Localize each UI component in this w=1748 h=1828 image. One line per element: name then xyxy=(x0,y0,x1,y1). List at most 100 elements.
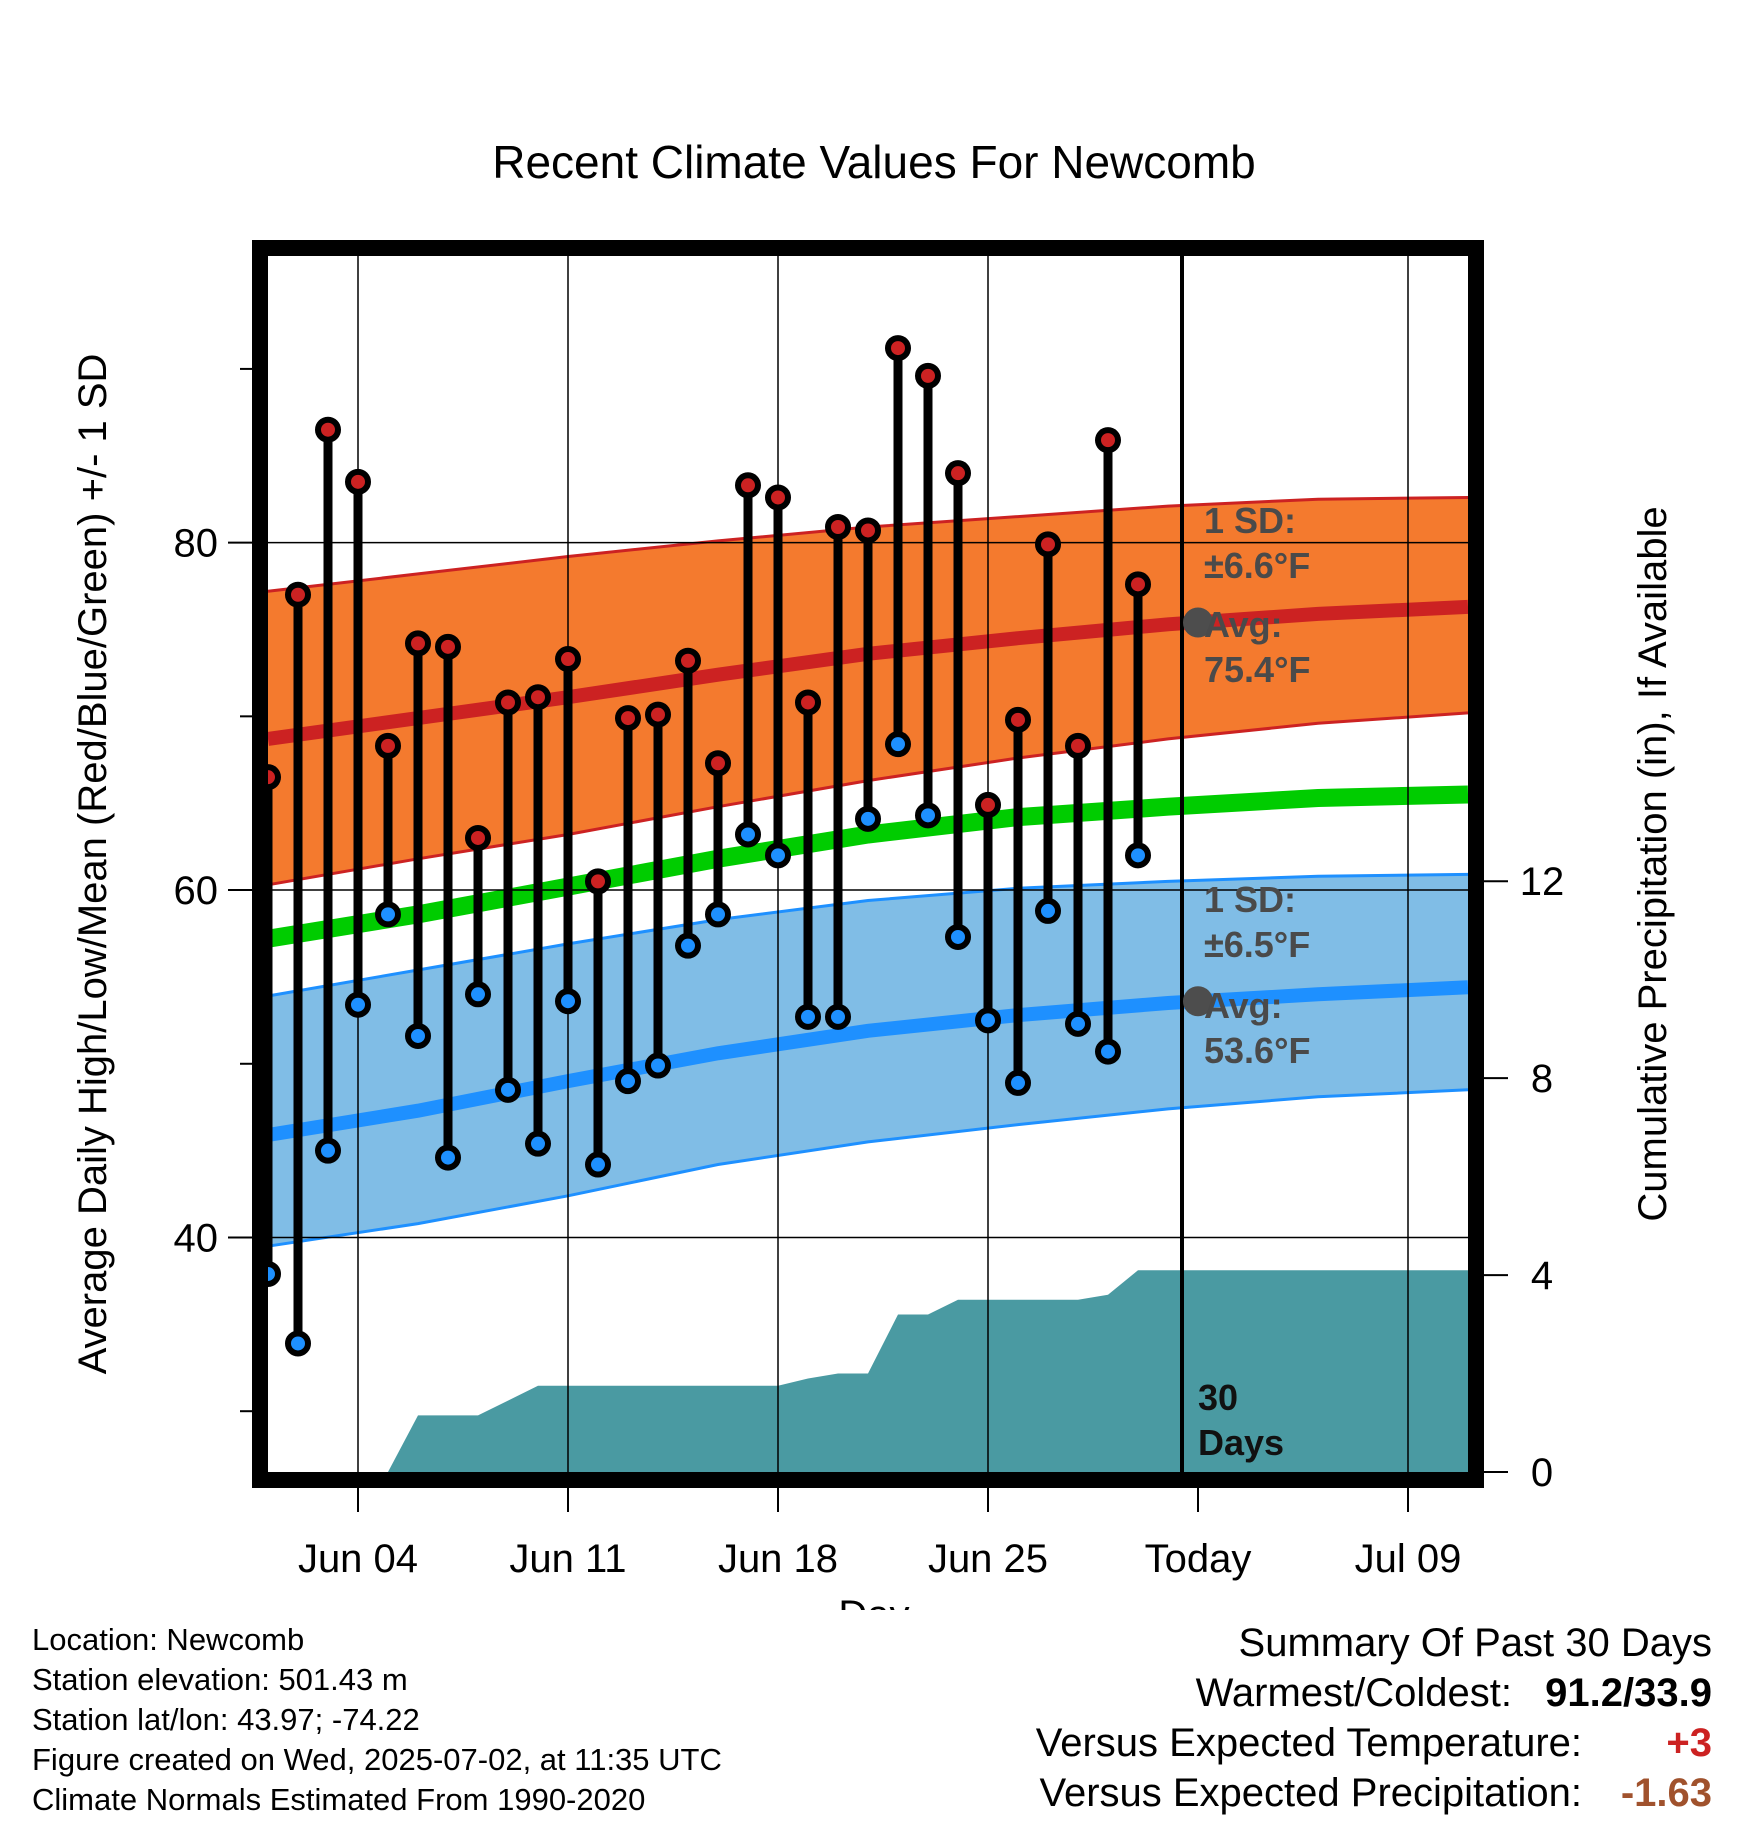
daily-high-point xyxy=(435,633,461,660)
daily-low-point xyxy=(375,901,401,928)
daily-low-point xyxy=(645,1052,671,1079)
summary-title: Summary Of Past 30 Days xyxy=(1238,1621,1712,1665)
low-band-lower-edge xyxy=(267,1088,1469,1248)
daily-low-point xyxy=(765,842,791,869)
temp-label: Versus Expected Temperature: xyxy=(1035,1721,1582,1765)
x-tick-label: Jun 25 xyxy=(928,1537,1048,1581)
daily-high-point xyxy=(1035,531,1061,558)
daily-high-point xyxy=(525,684,551,711)
daily-low-point xyxy=(1125,842,1151,869)
summary-warm-cold-row: Warmest/Coldest: 91.2/33.9 xyxy=(1036,1668,1712,1718)
annotations: 1 SD: ±6.6°F Avg: 75.4°F 1 SD: ±6.5°F Av… xyxy=(1198,500,1310,1463)
plot-frame xyxy=(252,240,1484,1488)
daily-high-point xyxy=(735,472,761,499)
days-label-text: Days xyxy=(1198,1422,1284,1463)
high-sd-label: 1 SD: xyxy=(1204,500,1296,541)
daily-high-point xyxy=(345,468,371,495)
daily-high-point xyxy=(315,416,341,443)
daily-low-point xyxy=(435,1144,461,1171)
low-sd-label: 1 SD: xyxy=(1204,879,1296,920)
climate-chart: Recent Climate Values For Newcomb 1 SD: … xyxy=(71,136,1675,1610)
daily-low-point xyxy=(615,1068,641,1095)
daily-high-point xyxy=(825,513,851,540)
daily-high-point xyxy=(375,732,401,759)
warm-cold-label: Warmest/Coldest: xyxy=(1195,1671,1512,1715)
daily-high-point xyxy=(555,646,581,673)
daily-low-point xyxy=(405,1022,431,1049)
daily-low-point xyxy=(1095,1038,1121,1065)
daily-low-point xyxy=(885,731,911,758)
daily-low-point xyxy=(1065,1010,1091,1037)
daily-low-point xyxy=(975,1007,1001,1034)
daily-low-point xyxy=(315,1137,341,1164)
daily-low-point xyxy=(825,1003,851,1030)
daily-low-point xyxy=(585,1151,611,1178)
daily-high-point xyxy=(885,335,911,362)
high-average-marker xyxy=(1183,607,1213,638)
daily-high-point xyxy=(915,362,941,389)
days-label-number: 30 xyxy=(1198,1377,1238,1418)
daily-high-point xyxy=(1065,732,1091,759)
temp-value: +3 xyxy=(1666,1721,1712,1765)
low-average-marker xyxy=(1183,986,1213,1017)
chart-title: Recent Climate Values For Newcomb xyxy=(492,136,1256,188)
axes: Jun 04 Jun 11 Jun 18 Jun 25 Today Jul 0940608… xyxy=(174,367,1564,1581)
y-axis-label: Average Daily High/Low/Mean (Red/Blue/Gr… xyxy=(71,354,115,1375)
daily-high-point xyxy=(465,824,491,851)
daily-high-point xyxy=(1005,706,1031,733)
low-avg-value: 53.6°F xyxy=(1204,1030,1310,1071)
daily-low-point xyxy=(1005,1069,1031,1096)
warm-cold-value: 91.2/33.9 xyxy=(1545,1671,1712,1715)
daily-high-point xyxy=(675,647,701,674)
daily-high-point xyxy=(615,705,641,732)
x-tick-label: Jun 18 xyxy=(718,1537,838,1581)
x-tick-label: Today xyxy=(1145,1537,1252,1581)
y-tick-label: 60 xyxy=(174,869,219,913)
daily-low-point xyxy=(915,802,941,829)
y2-tick-label: 0 xyxy=(1531,1451,1553,1495)
summary-panel: Summary Of Past 30 Days Warmest/Coldest:… xyxy=(1036,1618,1712,1818)
low-average-line xyxy=(266,980,1469,1142)
location-text: Location: Newcomb xyxy=(32,1622,305,1657)
daily-high-point xyxy=(705,750,731,777)
x-tick-label: Jul 09 xyxy=(1355,1537,1462,1581)
daily-low-point xyxy=(345,991,371,1018)
x-tick-label: Jun 11 xyxy=(509,1537,626,1581)
daily-high-point xyxy=(645,701,671,728)
high-avg-label: Avg: xyxy=(1204,604,1283,645)
daily-high-point xyxy=(585,868,611,895)
daily-low-point xyxy=(705,901,731,928)
precip-label: Versus Expected Precipitation: xyxy=(1039,1771,1582,1815)
x-axis-label: Day xyxy=(838,1593,909,1610)
y-tick-label: 40 xyxy=(174,1216,219,1260)
daily-high-point xyxy=(405,630,431,657)
summary-precip-row: Versus Expected Precipitation: -1.63 xyxy=(1036,1768,1712,1818)
low-band-upper-edge xyxy=(267,872,1469,998)
high-sd-value: ±6.6°F xyxy=(1204,545,1310,586)
low-avg-label: Avg: xyxy=(1204,985,1283,1026)
daily-high-point xyxy=(945,460,971,487)
daily-low-point xyxy=(735,821,761,848)
daily-low-point xyxy=(495,1076,521,1103)
daily-low-point xyxy=(675,932,701,959)
mean-average-line xyxy=(266,785,1469,948)
normals-text: Climate Normals Estimated From 1990-2020 xyxy=(32,1782,646,1817)
daily-low-point xyxy=(1035,897,1061,924)
elevation-text: Station elevation: 501.43 m xyxy=(32,1662,408,1697)
precip-value: -1.63 xyxy=(1620,1771,1712,1815)
daily-high-point xyxy=(285,581,311,608)
average-markers xyxy=(1183,607,1213,1017)
summary-temp-row: Versus Expected Temperature: +3 xyxy=(1036,1718,1712,1768)
y2-axis-label: Cumulative Precipitation (in), If Availa… xyxy=(1631,506,1675,1221)
y-tick-label: 80 xyxy=(174,522,219,566)
daily-low-point xyxy=(855,805,881,832)
daily-low-point xyxy=(285,1330,311,1357)
station-info: Location: Newcomb Station elevation: 501… xyxy=(32,1620,722,1820)
daily-high-point xyxy=(765,484,791,511)
latlon-text: Station lat/lon: 43.97; -74.22 xyxy=(32,1702,420,1737)
y2-tick-label: 4 xyxy=(1531,1254,1553,1298)
created-text: Figure created on Wed, 2025-07-02, at 11… xyxy=(32,1742,722,1777)
daily-high-point xyxy=(495,689,521,716)
daily-low-point xyxy=(465,981,491,1008)
daily-high-point xyxy=(795,689,821,716)
